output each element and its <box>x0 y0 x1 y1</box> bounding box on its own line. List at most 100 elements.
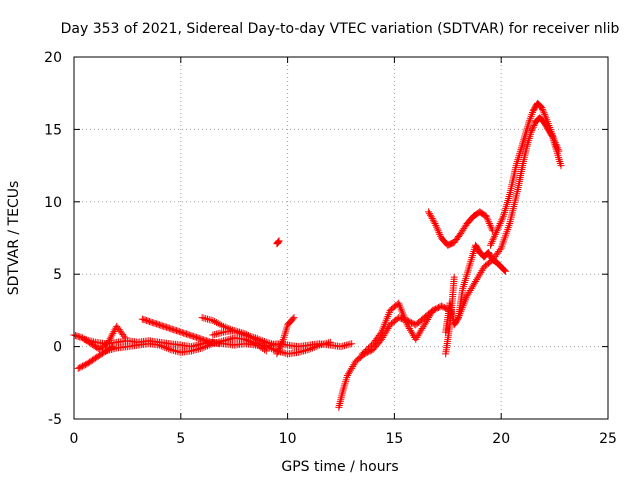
data-point <box>442 304 450 312</box>
data-point <box>268 345 276 353</box>
data-point <box>358 350 366 358</box>
data-point <box>540 109 548 117</box>
data-point <box>468 283 476 291</box>
data-point <box>275 237 283 245</box>
data-point <box>429 216 437 224</box>
data-point <box>477 268 485 276</box>
data-point <box>376 330 384 338</box>
x-axis-label: GPS time / hours <box>281 459 398 475</box>
data-point <box>427 310 435 318</box>
data-point <box>378 335 386 343</box>
data-point <box>496 220 504 228</box>
y-tick-label: 15 <box>44 122 62 138</box>
data-point <box>205 341 213 349</box>
plot-frame <box>73 56 609 420</box>
data-point <box>436 230 444 238</box>
data-point <box>450 273 458 281</box>
y-tick-labels: -5 0 5 10 15 20 <box>44 50 62 428</box>
data-point <box>363 345 371 353</box>
data-point <box>76 364 84 372</box>
data-point <box>259 340 267 348</box>
data-point <box>433 304 441 312</box>
data-point <box>109 329 117 337</box>
data-point <box>418 325 426 332</box>
data-point <box>309 344 317 352</box>
data-point <box>488 225 496 233</box>
series-track-n <box>454 114 565 322</box>
data-point <box>555 147 563 155</box>
data-point <box>248 333 256 341</box>
y-tick-label: -5 <box>48 412 62 428</box>
data-point <box>529 123 537 131</box>
data-point <box>538 105 546 113</box>
data-point <box>277 341 285 349</box>
data-point <box>305 345 313 353</box>
data-point <box>476 270 484 278</box>
data-point <box>421 319 429 327</box>
y-axis-label: SDTVAR / TECUs <box>6 181 22 296</box>
data-point <box>553 142 561 150</box>
data-point <box>350 361 358 369</box>
data-point <box>500 266 508 274</box>
data-point <box>554 145 562 153</box>
series-track-p <box>273 237 283 248</box>
data-point <box>496 246 504 254</box>
data-point <box>405 325 413 332</box>
data-point <box>422 317 430 325</box>
data-point <box>472 277 480 285</box>
data-point <box>406 318 414 326</box>
data-point <box>290 314 298 322</box>
series-track-d <box>138 315 223 348</box>
data-point <box>409 330 417 338</box>
data-point <box>406 326 414 334</box>
data-point <box>412 335 420 343</box>
data-point <box>551 137 559 145</box>
data-point <box>469 281 477 289</box>
data-point <box>492 229 500 237</box>
data-point <box>161 343 169 351</box>
data-point <box>413 334 421 342</box>
data-point <box>430 306 438 314</box>
data-point <box>487 223 495 231</box>
data-point <box>243 331 251 339</box>
data-point <box>491 232 499 240</box>
data-point <box>260 341 268 349</box>
data-point <box>279 337 287 345</box>
data-point <box>538 104 546 112</box>
data-point <box>419 323 427 331</box>
data-point <box>74 364 82 372</box>
data-point <box>312 343 320 351</box>
data-point <box>157 342 165 350</box>
data-point <box>347 366 355 374</box>
data-point <box>107 333 115 341</box>
data-point <box>474 274 482 282</box>
data-point <box>414 332 422 340</box>
series-track-h <box>273 314 298 358</box>
x-tick-label: 25 <box>599 431 617 447</box>
data-point <box>269 345 277 353</box>
data-point <box>348 340 356 348</box>
data-point <box>209 317 217 325</box>
data-point <box>278 339 286 347</box>
data-point <box>202 343 210 351</box>
data-point <box>553 144 561 152</box>
series-track-o <box>487 99 563 249</box>
y-tick-label: 20 <box>44 50 62 66</box>
data-point <box>276 343 284 351</box>
series-track-f <box>102 334 270 356</box>
data-point <box>198 344 206 352</box>
data-point <box>250 334 258 342</box>
data-point <box>501 267 509 275</box>
y-tick-label: 10 <box>44 195 62 211</box>
data-point <box>307 345 315 353</box>
data-point <box>429 306 437 314</box>
data-point <box>439 303 447 311</box>
data-point <box>552 140 560 148</box>
data-point <box>361 347 369 355</box>
data-point <box>200 343 208 351</box>
data-point <box>79 362 87 370</box>
data-point <box>275 344 283 352</box>
data-point <box>346 368 354 376</box>
data-point <box>364 344 372 352</box>
series-track-b <box>74 343 116 372</box>
